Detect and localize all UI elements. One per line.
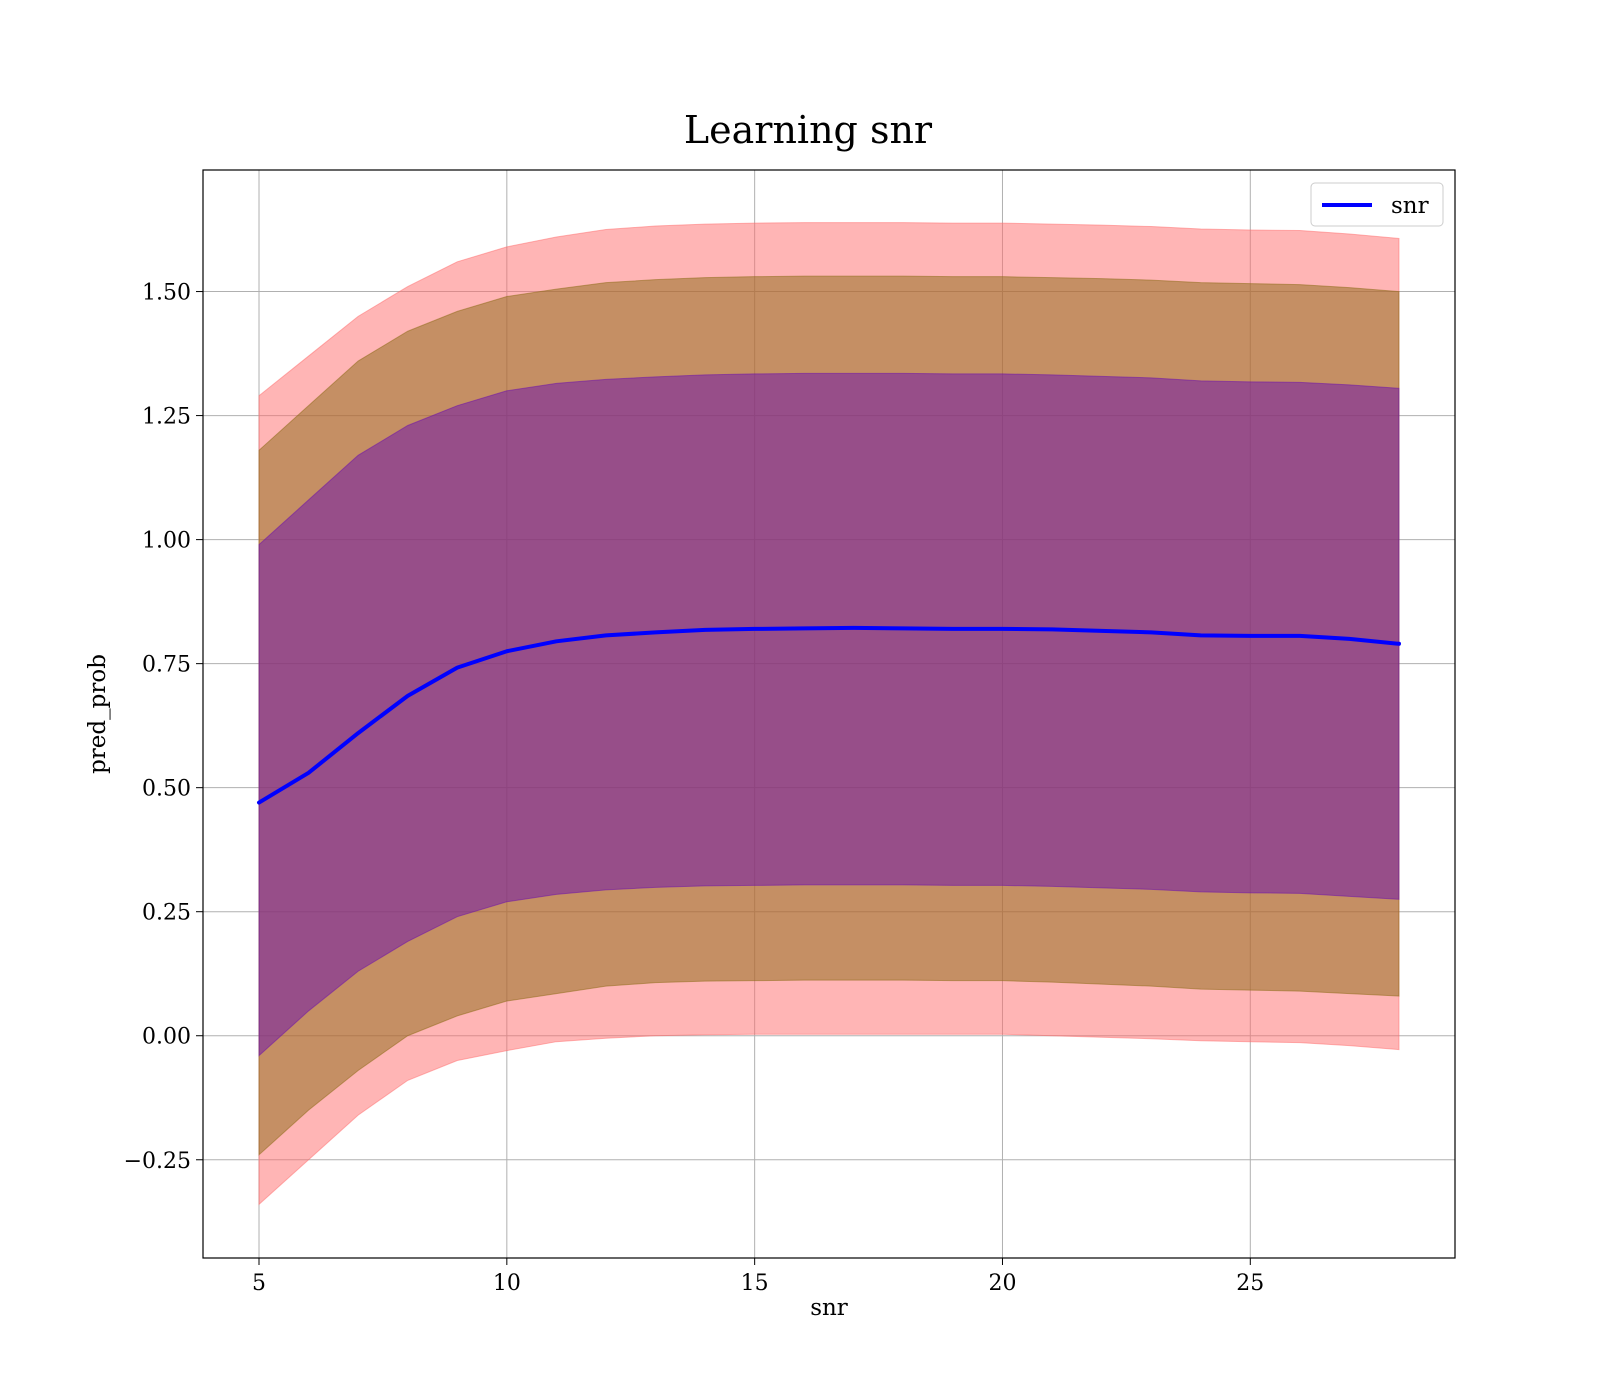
x-tick-label-3: 20 xyxy=(988,1271,1016,1296)
y-tick-label-0: −0.25 xyxy=(124,1149,191,1174)
series-lines xyxy=(257,625,1401,805)
legend: snr xyxy=(1310,182,1444,227)
confidence-band-2 xyxy=(258,372,1400,1057)
plot-frame xyxy=(202,169,1456,1259)
x-axis-label: snr xyxy=(810,1295,848,1321)
y-axis-label: pred_prob xyxy=(85,654,111,774)
y-tick-label-5: 1.00 xyxy=(142,529,191,554)
y-tick-label-1: 0.00 xyxy=(142,1025,191,1050)
legend-label-snr: snr xyxy=(1391,193,1429,219)
x-tick-label-1: 10 xyxy=(493,1271,521,1296)
series-line-snr xyxy=(257,625,1401,805)
y-tick-label-6: 1.25 xyxy=(142,405,191,430)
y-tick-label-4: 0.75 xyxy=(142,653,191,678)
y-tick-label-7: 1.50 xyxy=(142,281,191,306)
confidence-bands xyxy=(258,222,1400,1206)
chart-title: Learning snr xyxy=(684,108,933,152)
legend-box xyxy=(1310,182,1444,227)
y-axis-ticks: −0.25 0.00 0.25 0.50 0.75 1.00 1.25 1.50 xyxy=(124,281,203,1174)
x-tick-label-2: 15 xyxy=(741,1271,769,1296)
x-tick-label-4: 25 xyxy=(1236,1271,1264,1296)
y-tick-label-3: 0.50 xyxy=(142,777,191,802)
x-tick-label-0: 5 xyxy=(252,1271,266,1296)
x-axis-ticks: 5 10 15 20 25 xyxy=(252,1258,1264,1296)
y-tick-label-2: 0.25 xyxy=(142,901,191,926)
